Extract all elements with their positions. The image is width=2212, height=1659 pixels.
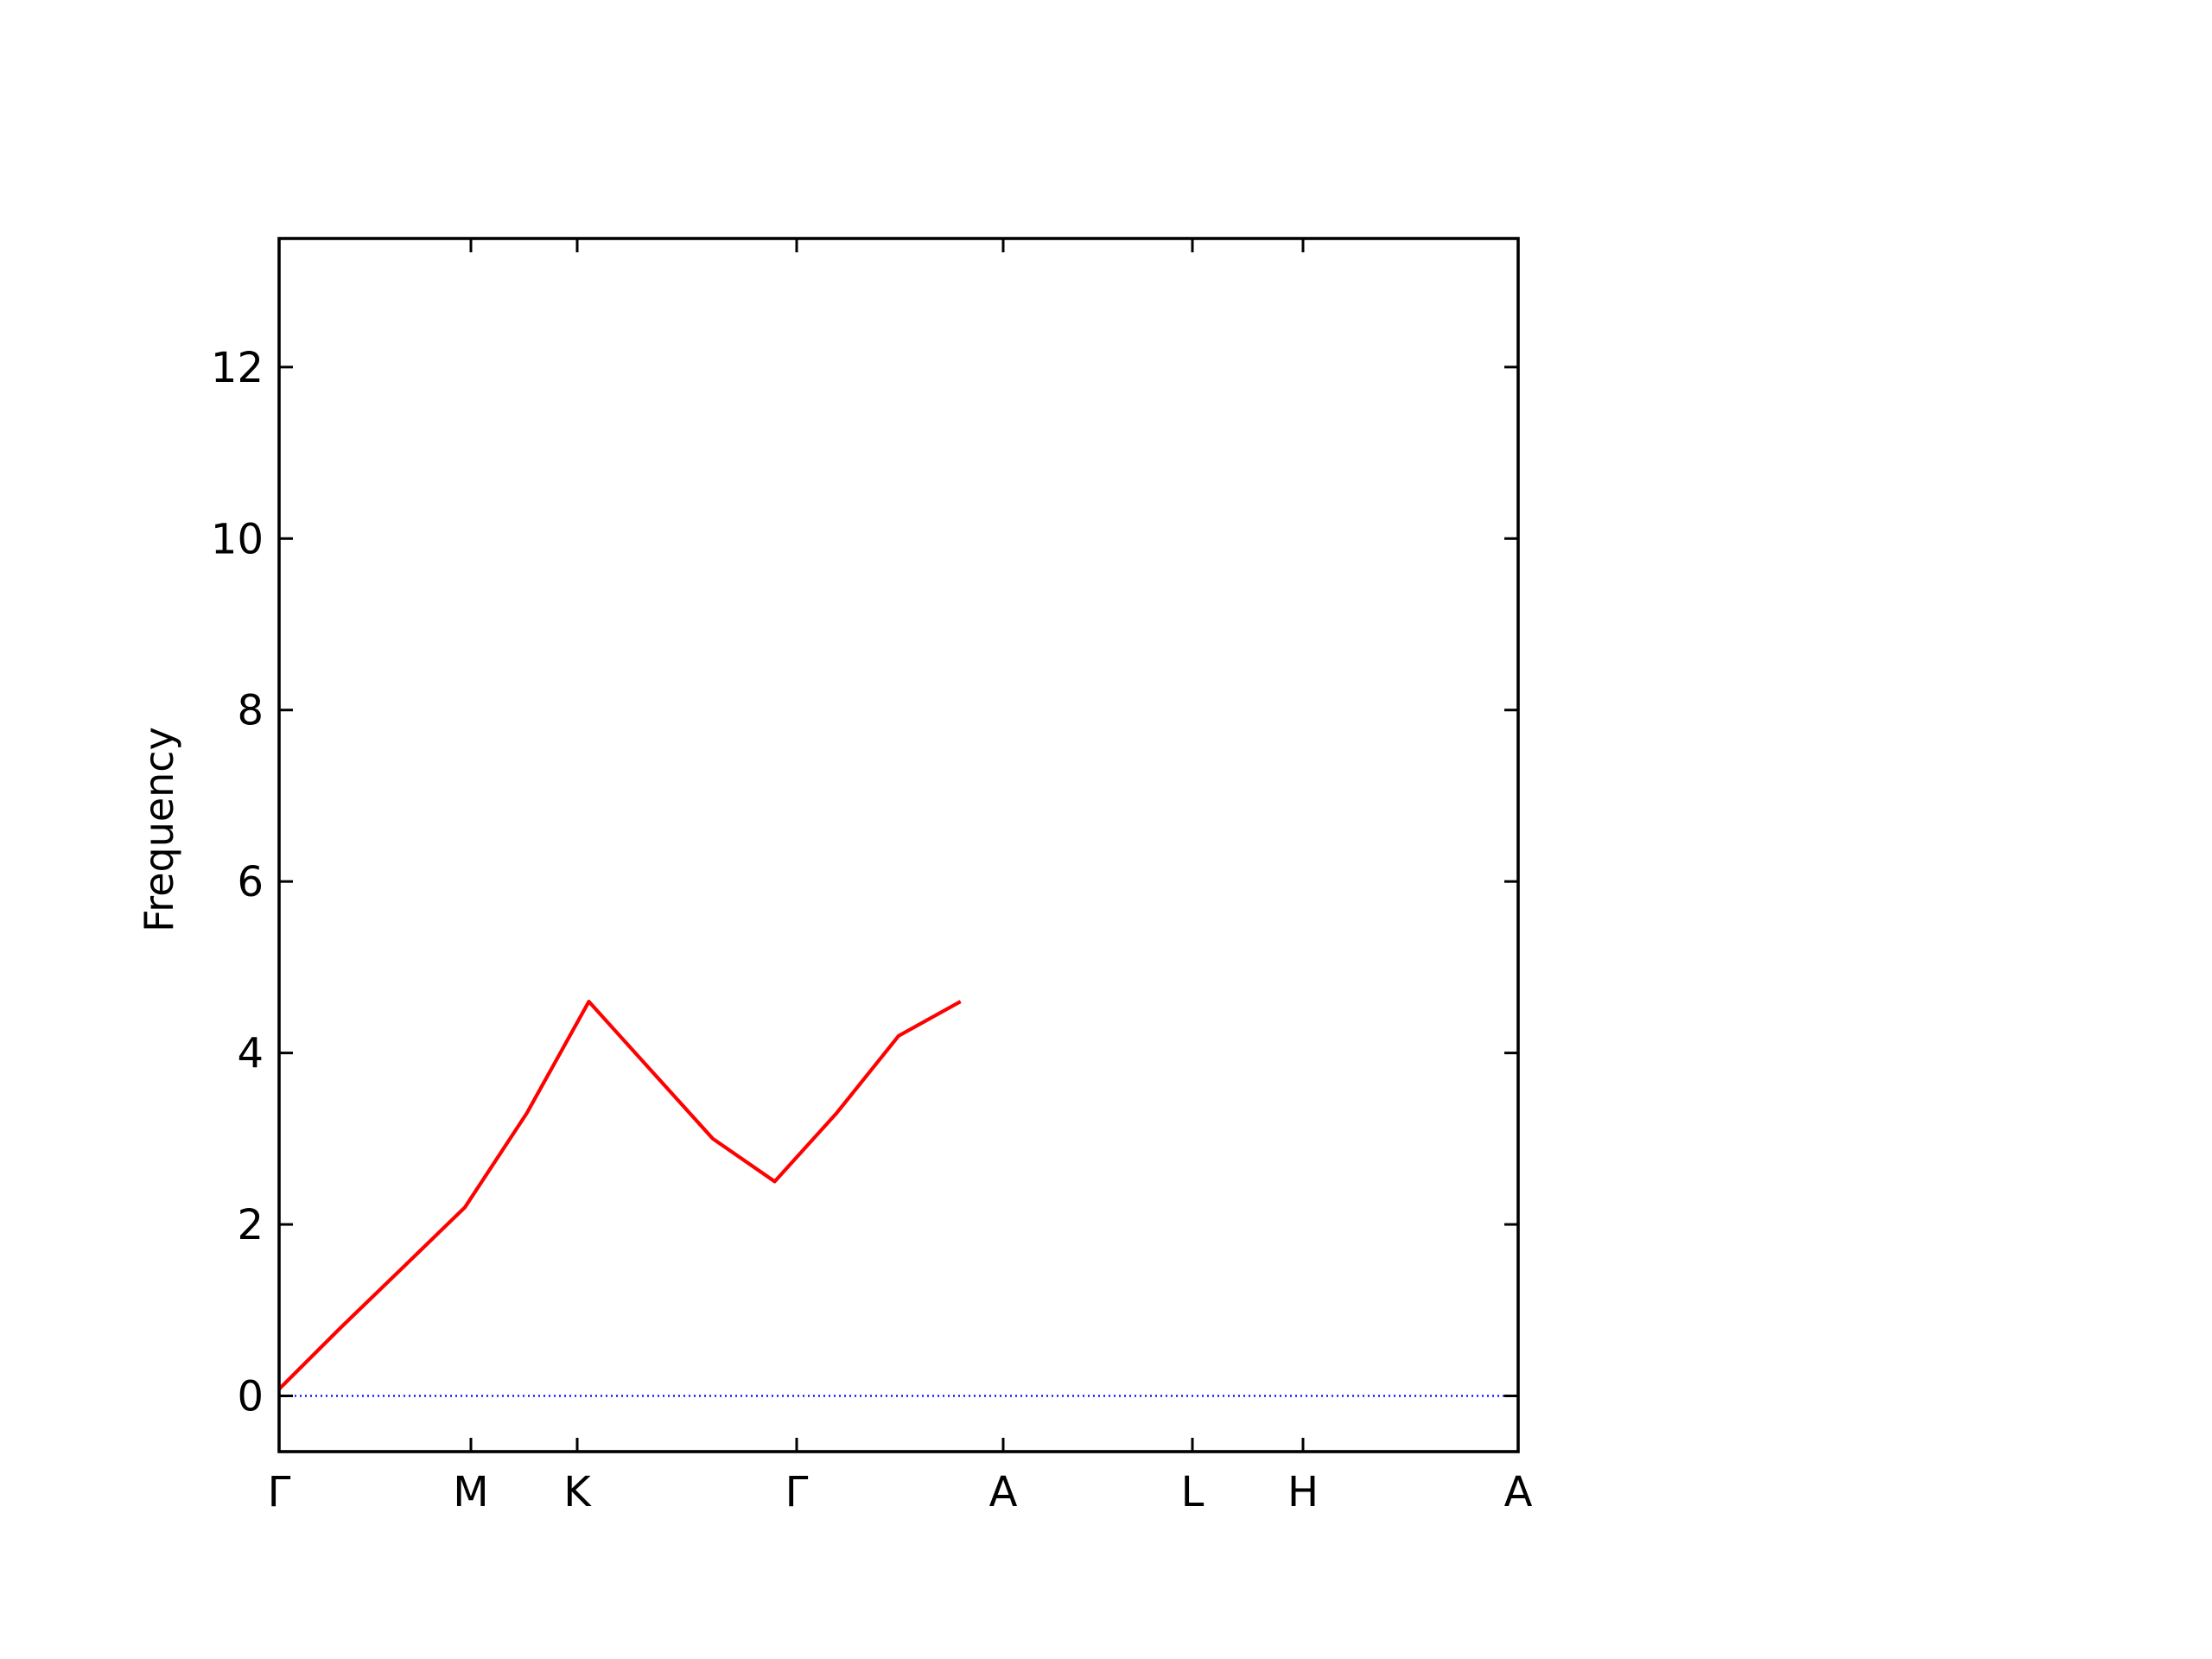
y-tick-label: 2 [237,1201,264,1249]
y-tick-label: 4 [237,1030,264,1078]
y-tick-label: 6 [237,858,264,906]
y-tick-label: 8 [237,687,264,735]
x-tick-label: H [1287,1468,1319,1516]
y-axis-label: Frequency [136,727,182,932]
y-tick-label: 0 [237,1373,264,1421]
x-tick-label: A [989,1468,1018,1516]
panel-frame [277,237,1520,1453]
y-tick-label: 10 [211,515,264,563]
x-tick-label: L [1181,1468,1205,1516]
band-line-1 [277,1000,962,1391]
x-tick-label: M [453,1468,488,1516]
x-tick-label: K [563,1468,592,1516]
x-tick-label: Γ [268,1468,291,1516]
y-tick-label: 12 [211,344,264,392]
x-tick-label: Γ [785,1468,809,1516]
x-tick-label: A [1504,1468,1533,1516]
